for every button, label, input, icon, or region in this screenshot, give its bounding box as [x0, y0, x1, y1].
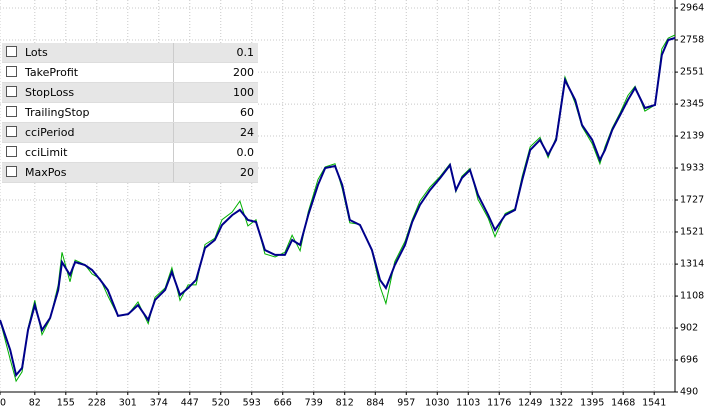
parameter-row: cciLimit 0.0 — [2, 142, 258, 163]
x-tick-label: 812 — [336, 398, 354, 409]
y-tick-label: 1314 — [680, 259, 704, 270]
y-tick-label: 490 — [680, 387, 698, 398]
checkbox[interactable] — [6, 86, 17, 97]
parameter-name: TakeProfit — [25, 66, 79, 79]
checkbox[interactable] — [6, 146, 17, 157]
parameter-cell: cciPeriod — [2, 122, 174, 143]
x-tick-label: 1322 — [549, 398, 573, 409]
x-tick-label: 82 — [29, 398, 41, 409]
x-tick-label: 1030 — [425, 398, 449, 409]
checkbox[interactable] — [6, 166, 17, 177]
parameter-row: StopLoss 100 — [2, 82, 258, 103]
x-tick-label: 1395 — [580, 398, 604, 409]
parameter-cell: MaxPos — [2, 162, 174, 183]
parameter-cell: cciLimit — [2, 142, 174, 163]
x-tick-label: 155 — [57, 398, 75, 409]
parameter-cell: TakeProfit — [2, 62, 174, 83]
parameter-table: Lots 0.1 TakeProfit 200 StopLoss 100 TrailingS… — [2, 43, 258, 183]
x-tick-label: 228 — [88, 398, 106, 409]
y-tick-label: 902 — [680, 323, 698, 334]
checkbox[interactable] — [6, 126, 17, 137]
x-tick-label: 1176 — [487, 398, 511, 409]
parameter-name: cciLimit — [25, 146, 68, 159]
x-tick-label: 593 — [243, 398, 261, 409]
parameter-value: 20 — [173, 162, 258, 183]
x-tick-label: 666 — [274, 398, 292, 409]
x-tick-label: 739 — [305, 398, 323, 409]
parameter-name: StopLoss — [25, 86, 75, 99]
x-tick-label: 1468 — [611, 398, 635, 409]
parameter-value: 100 — [173, 82, 258, 103]
parameter-value: 0.0 — [173, 142, 258, 163]
parameter-row: TakeProfit 200 — [2, 62, 258, 83]
y-tick-label: 1521 — [680, 226, 704, 237]
y-tick-label: 2139 — [680, 131, 704, 142]
y-tick-label: 1727 — [680, 195, 704, 206]
x-tick-label: 1103 — [456, 398, 480, 409]
x-tick-label: 884 — [366, 398, 384, 409]
parameter-value: 60 — [173, 102, 258, 123]
parameter-value: 200 — [173, 62, 258, 83]
checkbox[interactable] — [6, 66, 17, 77]
y-tick-label: 1108 — [680, 291, 704, 302]
parameter-row: cciPeriod 24 — [2, 122, 258, 143]
parameter-row: TrailingStop 60 — [2, 102, 258, 123]
y-tick-label: 2551 — [680, 67, 704, 78]
y-tick-label: 2758 — [680, 34, 704, 45]
parameter-cell: Lots — [2, 43, 174, 63]
y-tick-label: 2345 — [680, 99, 704, 110]
y-tick-label: 2964 — [680, 3, 704, 14]
parameter-cell: TrailingStop — [2, 102, 174, 123]
series-line — [0, 37, 676, 378]
x-tick-label: 1249 — [518, 398, 542, 409]
parameter-name: TrailingStop — [25, 106, 90, 119]
y-tick-label: 696 — [680, 355, 698, 366]
parameter-row: MaxPos 20 — [2, 162, 258, 183]
x-tick-label: 0 — [0, 398, 6, 409]
x-tick-label: 374 — [150, 398, 168, 409]
checkbox[interactable] — [6, 46, 17, 57]
x-tick-label: 301 — [119, 398, 137, 409]
x-tick-label: 957 — [397, 398, 415, 409]
parameter-name: Lots — [25, 46, 48, 59]
parameter-name: cciPeriod — [25, 126, 75, 139]
parameter-row: Lots 0.1 — [2, 43, 258, 63]
parameter-name: MaxPos — [25, 166, 67, 179]
parameter-value: 24 — [173, 122, 258, 143]
x-tick-label: 1541 — [642, 398, 666, 409]
x-tick-label: 447 — [181, 398, 199, 409]
x-tick-label: 520 — [212, 398, 230, 409]
y-tick-label: 1933 — [680, 163, 704, 174]
parameter-value: 0.1 — [173, 43, 258, 63]
parameter-cell: StopLoss — [2, 82, 174, 103]
checkbox[interactable] — [6, 106, 17, 117]
